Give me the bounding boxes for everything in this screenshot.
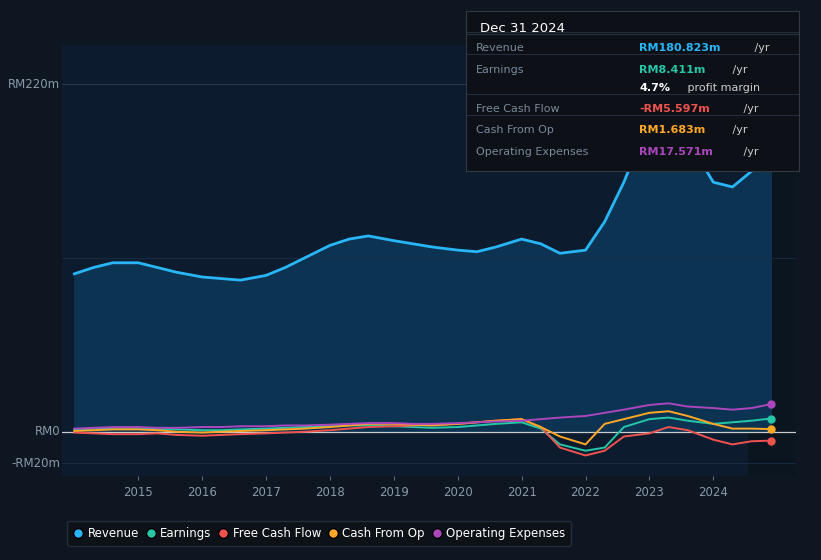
Text: /yr: /yr bbox=[751, 43, 769, 53]
Text: RM17.571m: RM17.571m bbox=[640, 147, 713, 157]
Text: RM1.683m: RM1.683m bbox=[640, 124, 705, 134]
Text: RM0: RM0 bbox=[34, 425, 60, 438]
Text: RM180.823m: RM180.823m bbox=[640, 43, 721, 53]
Text: Revenue: Revenue bbox=[476, 43, 525, 53]
Text: 4.7%: 4.7% bbox=[640, 83, 670, 93]
Text: RM8.411m: RM8.411m bbox=[640, 66, 705, 76]
Text: profit margin: profit margin bbox=[684, 83, 760, 93]
Text: /yr: /yr bbox=[728, 66, 747, 76]
Text: RM220m: RM220m bbox=[8, 78, 60, 91]
Legend: Revenue, Earnings, Free Cash Flow, Cash From Op, Operating Expenses: Revenue, Earnings, Free Cash Flow, Cash … bbox=[67, 521, 571, 545]
Text: /yr: /yr bbox=[740, 147, 759, 157]
Bar bbox=[749, 45, 796, 476]
Text: Free Cash Flow: Free Cash Flow bbox=[476, 104, 560, 114]
Text: -RM5.597m: -RM5.597m bbox=[640, 104, 710, 114]
Text: /yr: /yr bbox=[740, 104, 759, 114]
Text: Earnings: Earnings bbox=[476, 66, 525, 76]
Text: Dec 31 2024: Dec 31 2024 bbox=[479, 22, 565, 35]
Text: -RM20m: -RM20m bbox=[11, 457, 60, 470]
Text: /yr: /yr bbox=[728, 124, 747, 134]
Text: Operating Expenses: Operating Expenses bbox=[476, 147, 589, 157]
Text: Cash From Op: Cash From Op bbox=[476, 124, 554, 134]
